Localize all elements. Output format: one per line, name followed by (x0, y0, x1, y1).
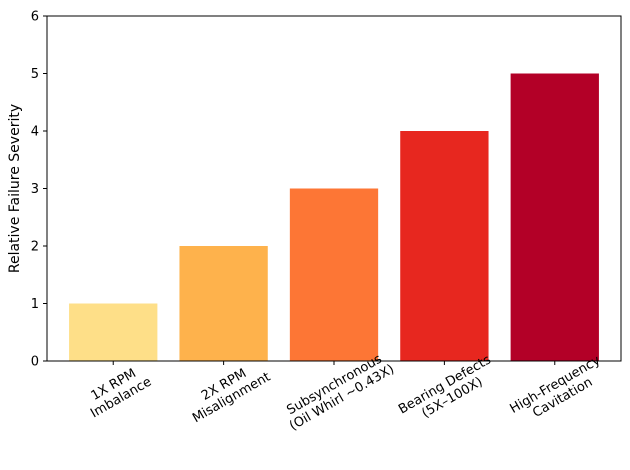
y-tick-label: 2 (31, 240, 39, 255)
bar-4 (400, 131, 489, 361)
bars (69, 73, 599, 361)
plot-frame (46, 15, 622, 362)
y-tick-label: 0 (31, 355, 39, 370)
x-tick-label: 1X RPMImbalance (81, 362, 155, 422)
y-tick-label: 5 (31, 67, 39, 82)
x-tick-label: Subsynchronous(Oil Whirl ~0.43X) (280, 349, 397, 434)
x-axis: 1X RPMImbalance 2X RPMMisalignment Subsync… (81, 349, 610, 434)
bar-2 (179, 246, 268, 361)
y-axis: 0 1 2 3 4 5 6 (31, 10, 47, 370)
y-tick-label: 6 (31, 10, 39, 25)
y-tick-label: 1 (31, 297, 39, 312)
bar-1 (69, 303, 158, 361)
x-tick-label: High-FrequencyCavitation (507, 353, 610, 430)
y-axis-label: Relative Failure Severity (7, 104, 23, 273)
bar-3 (289, 188, 379, 361)
bar-5 (510, 73, 599, 361)
x-tick-label: Bearing Defects(5X–100X) (396, 352, 501, 430)
y-tick-label: 3 (31, 182, 39, 197)
x-tick-label: 2X RPMMisalignment (183, 357, 274, 427)
y-tick-label: 4 (31, 125, 39, 140)
